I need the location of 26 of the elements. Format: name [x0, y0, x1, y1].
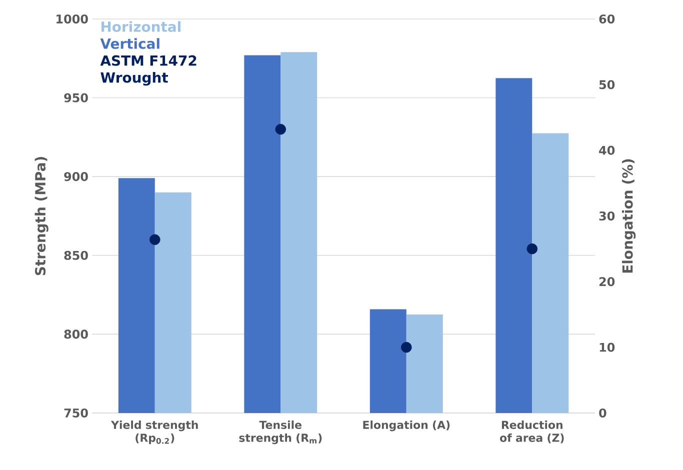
y2-tick-label: 30 — [599, 211, 615, 221]
x-tick-label: Elongation (A) — [363, 420, 450, 432]
bar — [496, 78, 532, 413]
y2-tick-label: 10 — [600, 342, 615, 352]
bar — [532, 133, 569, 413]
y-tick-label: 950 — [64, 93, 88, 102]
y2-tick-label: 40 — [599, 146, 615, 155]
y-tick-label: 1000 — [56, 14, 88, 24]
x-tick-label: Tensile strength (R$_{m}$) — [239, 420, 322, 444]
y-axis-title: Strength (MPa) — [34, 157, 48, 276]
bar — [406, 314, 443, 413]
y-tick-label: 900 — [64, 172, 88, 182]
text: ASTM F1472 Wrought — [100, 55, 196, 86]
y-tick-label: 750 — [64, 408, 88, 418]
y2-tick-label: 20 — [599, 277, 615, 286]
y2-tick-label: 50 — [599, 80, 615, 90]
y-tick-label: 850 — [64, 250, 88, 260]
y2-tick-label: 60 — [599, 14, 615, 24]
x-tick-label: Reduction of area (Z) — [500, 420, 564, 444]
text: Vertical — [100, 38, 160, 49]
y2-axis-title: Elongation (%) — [622, 159, 636, 273]
bar — [370, 309, 406, 413]
x-tick-label: Yield strength (Rp$_{0.2}$) — [110, 420, 198, 444]
y-tick-label: 800 — [64, 330, 88, 339]
text: Horizontal — [101, 21, 180, 32]
y2-tick-label: 0 — [599, 408, 606, 418]
